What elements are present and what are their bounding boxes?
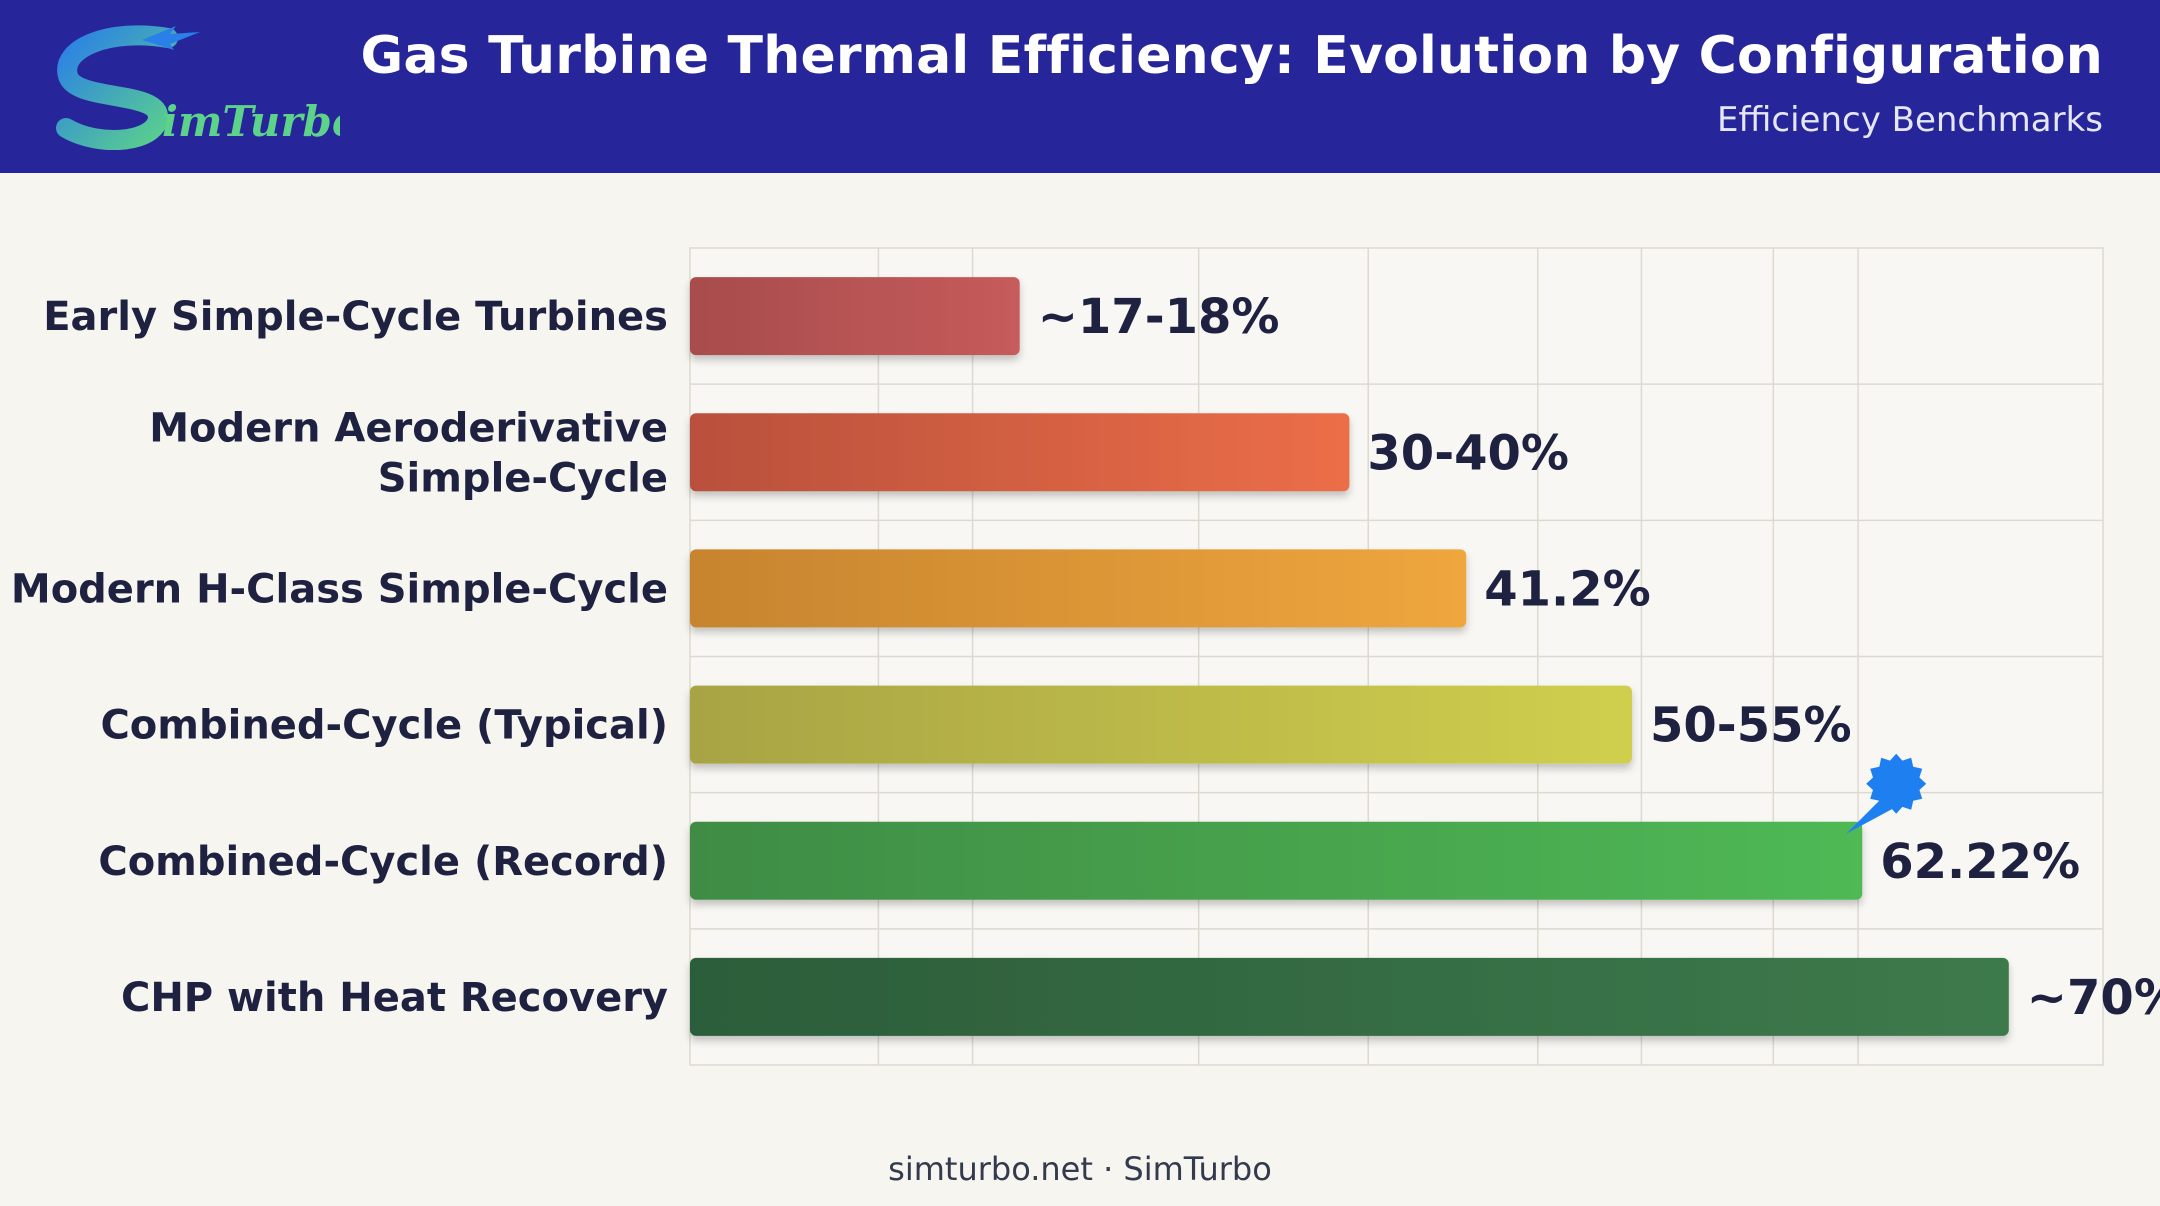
page-subtitle: Efficiency Benchmarks (1717, 100, 2103, 140)
data-label-1: ~17-18% (1038, 289, 1280, 345)
bar-6 (690, 957, 2009, 1036)
gridlines (690, 248, 2103, 1065)
bar-5 (690, 821, 1863, 900)
data-label-5: 62.22% (1880, 834, 2080, 890)
footer-credit: simturbo.net · SimTurbo (888, 1150, 1272, 1188)
data-label-3: 41.2% (1484, 561, 1651, 617)
logo-text: imTurbo (162, 97, 340, 146)
category-label-4: Combined-Cycle (Typical) (100, 703, 668, 749)
data-label-4: 50-55% (1650, 698, 1852, 754)
data-label-6: ~70% (2027, 970, 2160, 1026)
bar-4 (690, 685, 1632, 764)
category-label-3: Modern H-Class Simple-Cycle (11, 566, 668, 612)
category-label-2: Modern Aeroderivative Simple-Cycle (149, 405, 668, 501)
bar-3 (690, 549, 1467, 628)
data-label-2: 30-40% (1367, 425, 1569, 481)
efficiency-bar-chart: ~17-18% Early Simple-Cycle Turbines 30-40%… (0, 173, 2160, 1133)
bar-2 (690, 413, 1350, 492)
simturbo-logo: imTurbo (50, 18, 340, 158)
page-title: Gas Turbine Thermal Efficiency: Evolutio… (360, 26, 2103, 86)
record-badge-icon (1846, 753, 1927, 834)
header-banner: imTurbo Gas Turbine Thermal Efficiency: … (0, 0, 2160, 173)
category-label-5: Combined-Cycle (Record) (98, 839, 668, 885)
category-label-1: Early Simple-Cycle Turbines (43, 294, 668, 340)
bar-1 (690, 277, 1020, 356)
category-label-6: CHP with Heat Recovery (121, 975, 668, 1021)
